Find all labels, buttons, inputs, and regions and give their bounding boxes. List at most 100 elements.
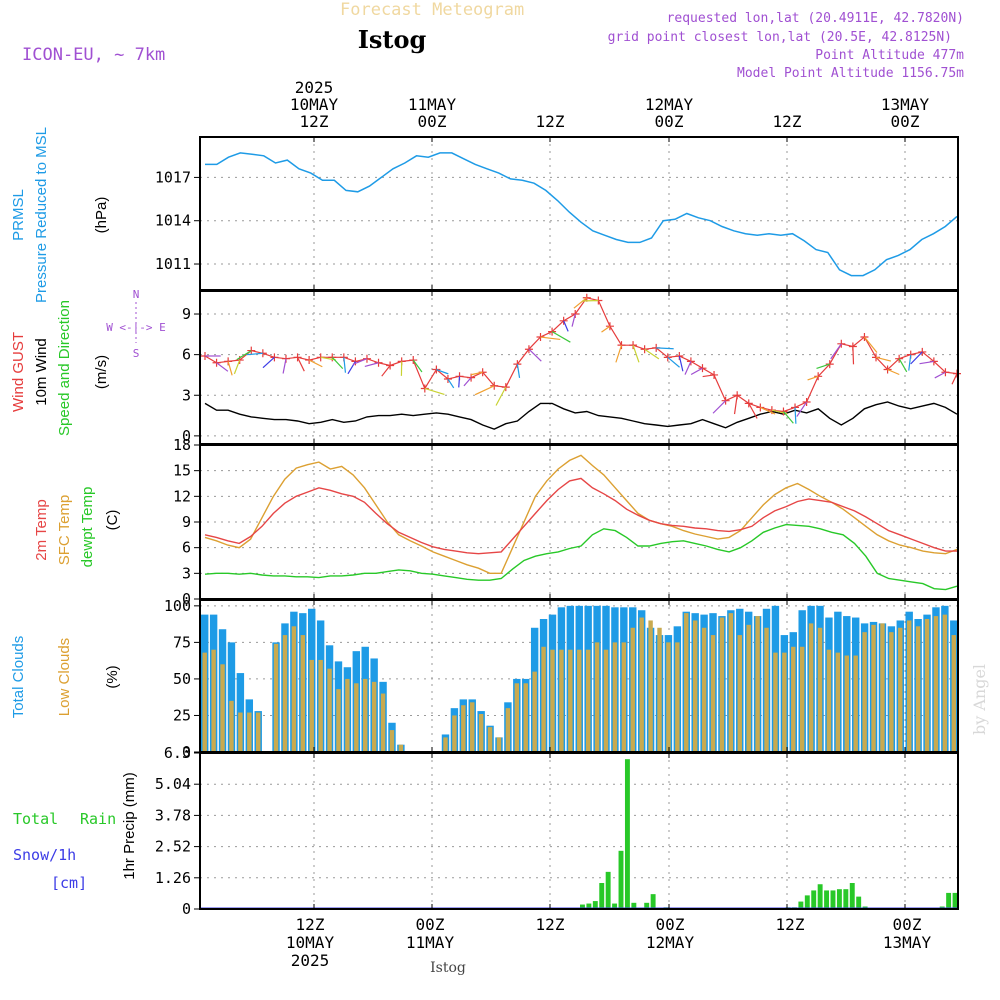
low-cloud-bar [550,649,555,752]
wind-direction-arrow [236,350,252,361]
wind-direction-arrow [381,365,391,377]
low-cloud-bar [871,624,876,752]
wind-gust-marker [409,356,418,365]
bottom-time-hour: 12Z [296,915,325,934]
temp-label-1: 2m Temp [33,499,50,560]
wind-gust-marker [837,339,846,348]
precip-bar [599,883,605,909]
wind-direction-arrow [919,360,934,365]
wind-direction-arrow [436,368,449,375]
pressure-line [205,152,958,277]
low-cloud-bar [675,642,680,752]
wind-direction-arrow [528,348,542,362]
wind-direction-arrow [898,358,908,373]
wind-gust-marker [872,353,881,362]
low-cloud-bar [719,617,725,752]
low-cloud-bar [238,712,243,752]
wind-direction-arrow [343,357,347,373]
y-tick-label: 9 [182,305,191,323]
wind-direction-arrow [794,407,797,424]
low-cloud-bar [764,627,769,752]
y-tick-label: 12 [173,487,191,505]
wind-direction-arrow [702,374,715,378]
wind-direction-arrow [951,373,958,385]
wind-direction-arrow [807,375,819,381]
y-tick-label: 0 [182,590,191,608]
wind-direction-arrow [282,358,287,374]
top-time-hour: 00Z [655,112,684,131]
y-tick-label: 0 [182,900,191,918]
wind-direction-arrow [297,357,305,372]
wind-direction-arrow [516,364,521,378]
y-tick-label: 0 [182,743,191,761]
top-time-hour: 00Z [418,112,447,131]
model-altitude: Model Point Altitude 1156.75m [737,66,964,81]
wind-direction-arrow [910,351,923,365]
wind-direction-arrow [783,411,794,424]
low-cloud-bar [594,642,600,752]
precip-legend-snow: Snow/1h [13,846,76,864]
wind-gust-marker [305,356,314,365]
precip-bar [798,901,804,909]
requested-coords: requested lon,lat (20.4911E, 42.7820N) [667,11,964,26]
precip-bar [817,884,823,909]
low-cloud-bar [354,683,359,752]
y-tick-label: 1017 [155,168,191,186]
y-tick-label: 25 [173,706,191,724]
low-cloud-bar [755,616,760,752]
y-tick-label: 6 [182,539,191,557]
point-altitude: Point Altitude 477m [815,48,964,63]
wind-direction-arrow [424,387,445,396]
precip-bar [580,904,585,909]
wind-direction-arrow [474,385,495,396]
precip-bar [843,889,849,909]
low-cloud-bar [514,683,520,752]
wind-direction-arrow [678,355,684,372]
precip-bar [824,890,830,909]
low-cloud-bar [728,613,734,752]
wind-gust-marker [941,368,950,377]
low-cloud-bar [915,626,921,752]
y-tick-label: 1011 [155,255,191,273]
y-tick-label: 0 [182,427,191,445]
wind-label-1: Wind GUST [10,332,27,412]
low-cloud-bar [603,649,609,752]
low-cloud-bar [835,652,841,752]
low-cloud-bar [666,642,671,752]
low-cloud-bar [389,730,395,752]
low-cloud-bar [773,652,778,752]
low-cloud-bar [710,635,716,752]
low-cloud-bar [282,635,288,752]
precip-bar [830,890,836,909]
top-time-axis: 2025 10MAY 12Z 11MAY 00Z 12Z 12MAY 00Z 1… [290,78,930,131]
low-cloud-bar [452,715,457,752]
low-cloud-bar [701,627,707,752]
low-cloud-bar [371,681,377,752]
precip-bar [605,871,611,909]
pressure-label-2: Pressure Reduced to MSL [33,127,50,303]
wind-direction-arrow [712,400,727,414]
top-time-hour: 12Z [536,112,565,131]
low-cloud-bar [532,671,537,752]
gridpoint-coords: grid point closest lon,lat (20.5E, 42.81… [608,30,952,45]
low-cloud-bar [256,712,261,752]
low-cloud-bar [612,642,618,752]
y-tick-label: 6.3 [164,744,191,762]
wind-direction-arrow [887,368,900,376]
top-time-date: 12MAY [645,95,694,114]
y-tick-label: 1.26 [155,869,191,887]
low-cloud-bar [746,624,751,752]
low-cloud-bar [933,616,939,752]
wind-direction-arrow [582,299,599,302]
panel-labels: PRMSL Pressure Reduced to MSL (hPa) Wind… [10,127,166,880]
top-time-hour: 12Z [773,112,802,131]
y-tick-label: 1014 [155,212,191,230]
wind-gust-marker [548,327,557,336]
total-cloud-bar [227,642,236,752]
wind-direction-arrow [571,313,576,327]
compass-s: S [133,347,140,360]
precip-bar [952,892,958,909]
y-tick-label: 2.52 [155,838,191,856]
y-tick-label: 3 [182,564,191,582]
top-time-date: 11MAY [408,95,457,114]
